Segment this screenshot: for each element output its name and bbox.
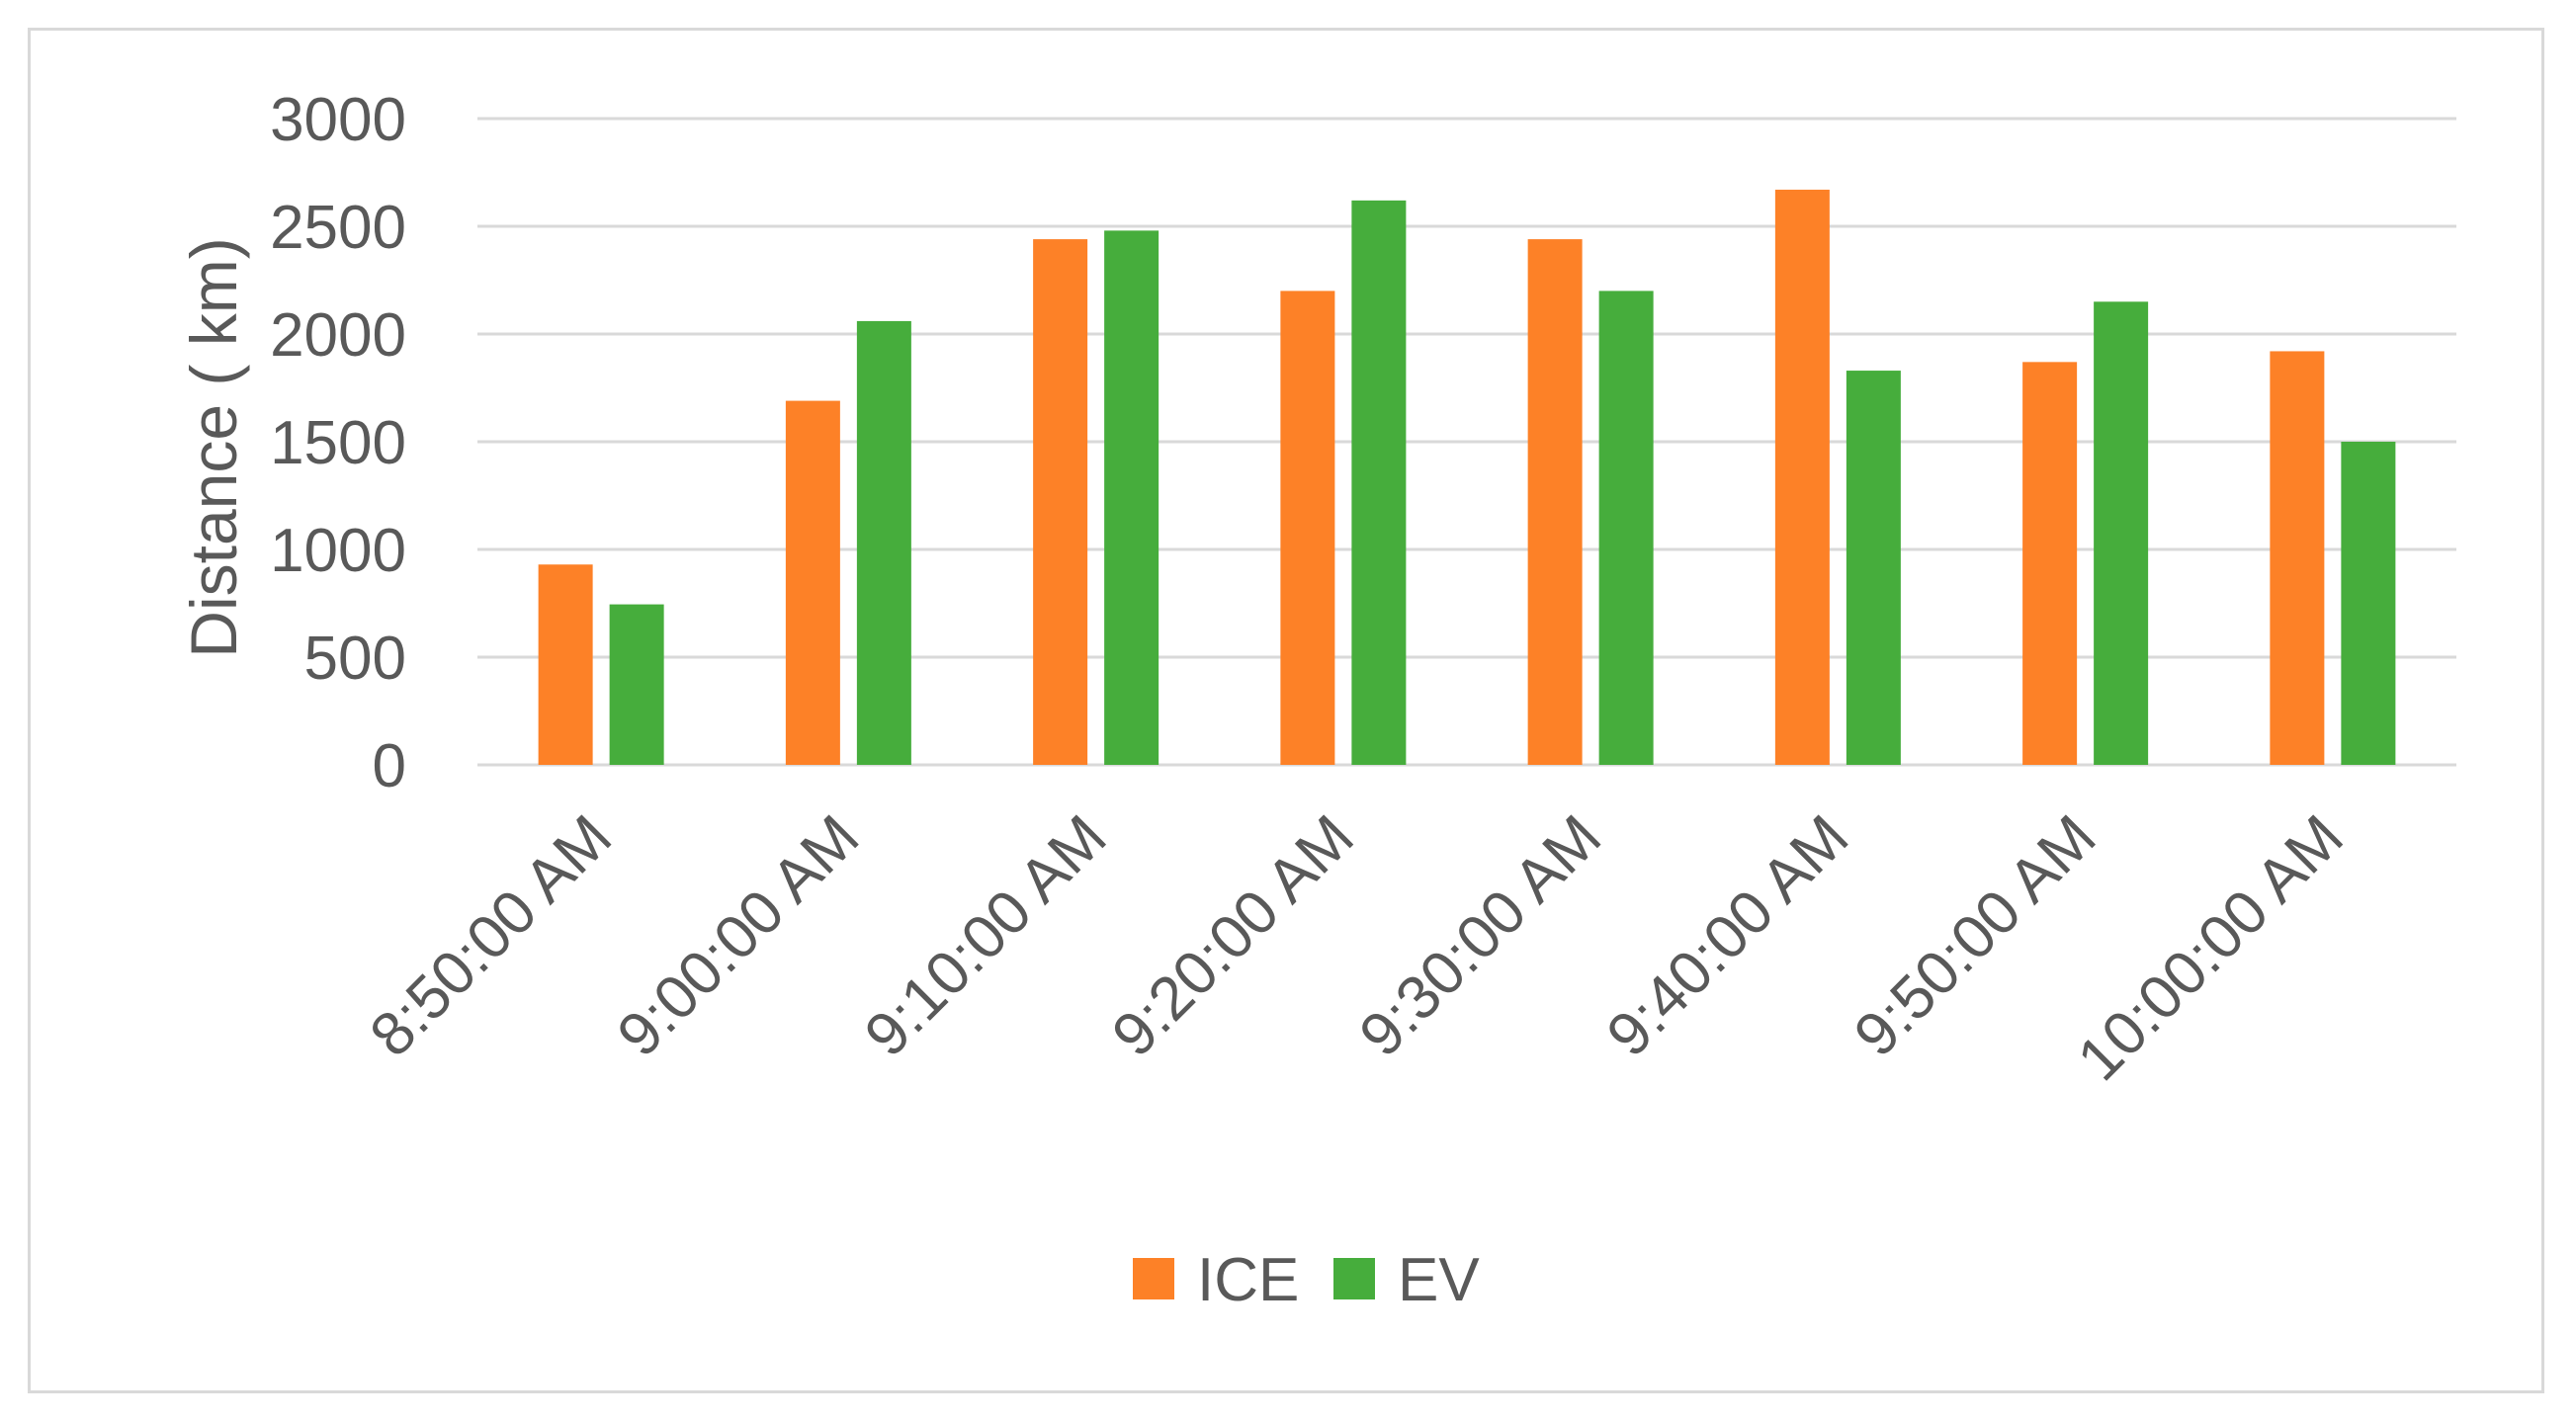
y-tick-label-500: 500 bbox=[304, 625, 406, 693]
bar-ice-1 bbox=[785, 400, 840, 765]
bar-ev-5 bbox=[1846, 371, 1901, 765]
y-tick-labels: 0 500 1000 1500 2000 2500 3000 bbox=[270, 86, 406, 800]
legend-label-ice: ICE bbox=[1197, 1246, 1299, 1314]
x-tick-label-2: 9:10:00 AM bbox=[852, 802, 1120, 1070]
bar-ev-6 bbox=[2094, 301, 2149, 765]
bar-ice-3 bbox=[1280, 291, 1335, 765]
y-tick-label-1500: 1500 bbox=[270, 409, 406, 477]
bar-ice-5 bbox=[1774, 189, 1830, 765]
bar-ev-1 bbox=[856, 320, 911, 765]
bar-ev-3 bbox=[1351, 200, 1407, 766]
legend-label-ev: EV bbox=[1398, 1246, 1480, 1314]
legend-swatch-ice bbox=[1133, 1258, 1174, 1299]
x-tick-label-1: 9:00:00 AM bbox=[605, 802, 873, 1070]
y-tick-label-2000: 2000 bbox=[270, 301, 406, 370]
x-tick-label-5: 9:40:00 AM bbox=[1594, 802, 1862, 1070]
bar-ev-2 bbox=[1104, 230, 1159, 766]
y-tick-label-3000: 3000 bbox=[270, 86, 406, 154]
bar-ice-7 bbox=[2270, 351, 2325, 765]
x-tick-labels: 8:50:00 AM9:00:00 AM9:10:00 AM9:20:00 AM… bbox=[357, 802, 2356, 1094]
y-tick-label-1000: 1000 bbox=[270, 517, 406, 585]
x-tick-label-7: 10:00:00 AM bbox=[2065, 802, 2357, 1094]
x-tick-label-4: 9:30:00 AM bbox=[1346, 802, 1614, 1070]
bar-chart: 0 500 1000 1500 2000 2500 3000 8:50:00 AM9:00:… bbox=[177, 86, 2456, 1314]
legend: ICE EV bbox=[1133, 1246, 1480, 1314]
x-tick-label-3: 9:20:00 AM bbox=[1099, 802, 1367, 1070]
bar-ice-6 bbox=[2022, 362, 2078, 765]
y-tick-label-0: 0 bbox=[373, 732, 406, 800]
legend-swatch-ev bbox=[1333, 1258, 1375, 1299]
chart-frame: 0 500 1000 1500 2000 2500 3000 8:50:00 AM 9:00:… bbox=[28, 28, 2544, 1393]
y-tick-label-2500: 2500 bbox=[270, 194, 406, 262]
x-tick-label-6: 9:50:00 AM bbox=[1842, 802, 2109, 1070]
bar-ice-0 bbox=[538, 564, 593, 765]
bars bbox=[538, 189, 2396, 766]
y-axis-title: Distance ( km) bbox=[177, 237, 250, 657]
bar-ev-7 bbox=[2341, 442, 2396, 765]
bar-ev-4 bbox=[1598, 291, 1654, 765]
bar-ice-4 bbox=[1527, 239, 1583, 765]
bar-ev-0 bbox=[609, 604, 664, 765]
gridlines bbox=[477, 117, 2456, 767]
bar-ice-2 bbox=[1033, 239, 1088, 765]
x-tick-label-0: 8:50:00 AM bbox=[357, 802, 625, 1070]
